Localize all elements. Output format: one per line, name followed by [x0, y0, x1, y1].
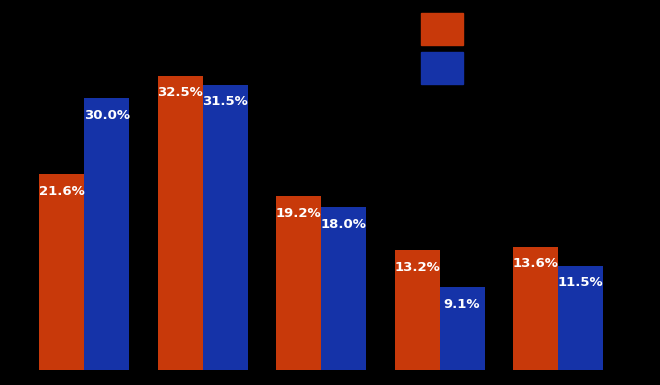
Text: 11.5%: 11.5% — [558, 276, 603, 290]
Text: 9.1%: 9.1% — [444, 298, 480, 311]
Text: 13.6%: 13.6% — [513, 258, 558, 270]
Text: 31.5%: 31.5% — [203, 95, 248, 109]
Text: 19.2%: 19.2% — [276, 207, 321, 220]
Text: 30.0%: 30.0% — [84, 109, 130, 122]
Bar — [276, 196, 321, 370]
Bar — [558, 266, 603, 370]
Bar — [513, 246, 558, 370]
Bar — [440, 287, 484, 370]
Text: 18.0%: 18.0% — [321, 218, 366, 231]
Bar — [39, 174, 84, 370]
Bar — [158, 75, 203, 370]
Text: 13.2%: 13.2% — [394, 261, 440, 274]
Bar — [84, 98, 129, 370]
Bar — [203, 85, 248, 370]
Text: 32.5%: 32.5% — [157, 86, 203, 99]
Bar — [395, 250, 440, 370]
Legend: , : , — [416, 7, 473, 90]
Bar — [321, 207, 366, 370]
Text: 21.6%: 21.6% — [39, 185, 84, 198]
